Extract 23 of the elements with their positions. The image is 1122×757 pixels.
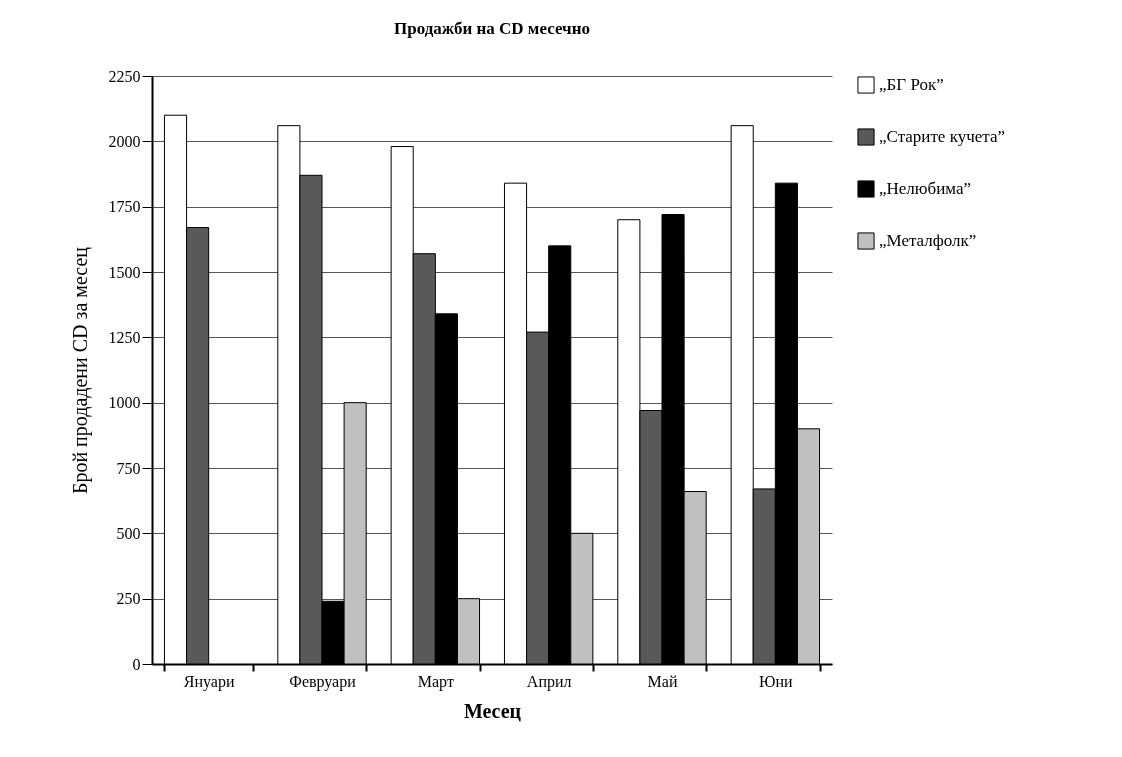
x-tick-label: Май: [647, 672, 678, 690]
x-tick-label: Февруари: [289, 672, 357, 691]
y-tick-label: 750: [116, 459, 141, 477]
legend-label: „Старите кучета”: [879, 127, 1006, 146]
y-tick-label: 1250: [108, 328, 141, 346]
y-tick-label: 0: [132, 655, 141, 673]
y-axis-title: Брой продадени CD за месец: [68, 246, 92, 495]
x-tick-label: Януари: [183, 672, 235, 691]
y-tick-label: 2000: [108, 132, 141, 150]
legend-label: „Нелюбима”: [879, 179, 972, 198]
y-tick-label: 500: [116, 524, 141, 542]
y-tick-label: 1500: [108, 263, 141, 281]
x-tick-label: Март: [417, 672, 454, 691]
x-tick-label: Април: [526, 672, 572, 691]
legend-label: „Металфолк”: [879, 231, 977, 250]
x-tick-label: Юни: [759, 672, 794, 690]
x-axis-title: Месец: [463, 699, 522, 722]
y-tick-label: 2250: [108, 67, 141, 85]
chart-title: Продажби на CD месечно: [394, 19, 590, 38]
y-tick-label: 1750: [108, 198, 141, 216]
legend-label: „БГ Рок”: [879, 75, 944, 94]
y-tick-label: 1000: [108, 394, 141, 412]
y-tick-label: 250: [116, 590, 141, 608]
